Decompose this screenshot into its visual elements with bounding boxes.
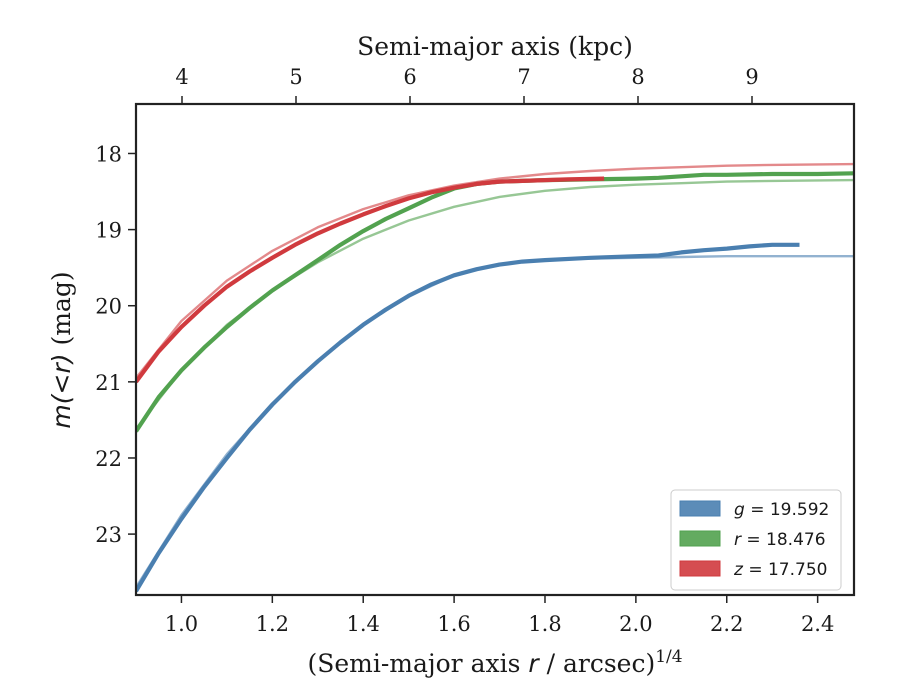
legend-swatch-r xyxy=(679,530,721,547)
top-tick-label: 5 xyxy=(289,65,302,89)
series-z-line xyxy=(136,176,605,384)
top-tick-label: 8 xyxy=(631,65,644,89)
plot-frame xyxy=(134,102,856,597)
left-axis: 18 19 20 21 22 23 xyxy=(95,142,136,547)
x-tick-label: 2.0 xyxy=(619,612,652,636)
y-tick-label: 21 xyxy=(95,371,122,395)
y-tick-label: 19 xyxy=(95,219,122,243)
y-tick-label: 18 xyxy=(95,142,122,166)
x-tick-label: 1.2 xyxy=(256,612,289,636)
legend-label-r: r = 18.476 xyxy=(734,530,826,550)
series-layer xyxy=(136,162,854,593)
x-tick-label: 2.2 xyxy=(710,612,743,636)
x-tick-label: 1.8 xyxy=(528,612,561,636)
legend-label-z: z = 17.750 xyxy=(733,560,827,580)
y-tick-label: 20 xyxy=(95,295,122,319)
legend-label-g: g = 19.592 xyxy=(734,500,829,520)
x-tick-label: 1.4 xyxy=(347,612,380,636)
y-tick-label: 22 xyxy=(95,447,122,471)
y-axis-title: m(<r) (mag) xyxy=(47,271,76,428)
x-tick-label: 1.6 xyxy=(437,612,470,636)
bottom-axis: 1.0 1.2 1.4 1.6 1.8 2.0 2.2 2.4 xyxy=(165,595,834,636)
legend: g = 19.592 r = 18.476 z = 17.750 xyxy=(670,489,842,591)
top-tick-label: 4 xyxy=(175,65,188,89)
top-axis-title: Semi-major axis (kpc) xyxy=(357,32,633,61)
x-tick-label: 2.4 xyxy=(801,612,834,636)
top-tick-label: 9 xyxy=(745,65,758,89)
x-tick-label: 1.0 xyxy=(165,612,198,636)
top-tick-label: 7 xyxy=(517,65,530,89)
legend-swatch-g xyxy=(679,500,721,517)
series-r-line xyxy=(136,171,854,433)
top-tick-label: 6 xyxy=(403,65,416,89)
top-axis: 4 5 6 7 8 9 xyxy=(175,65,759,104)
legend-swatch-z xyxy=(679,560,721,577)
y-tick-label: 23 xyxy=(95,523,122,547)
x-axis-title: (Semi-major axis r / arcsec)1/4 xyxy=(307,647,682,678)
series-g-line xyxy=(136,242,800,593)
